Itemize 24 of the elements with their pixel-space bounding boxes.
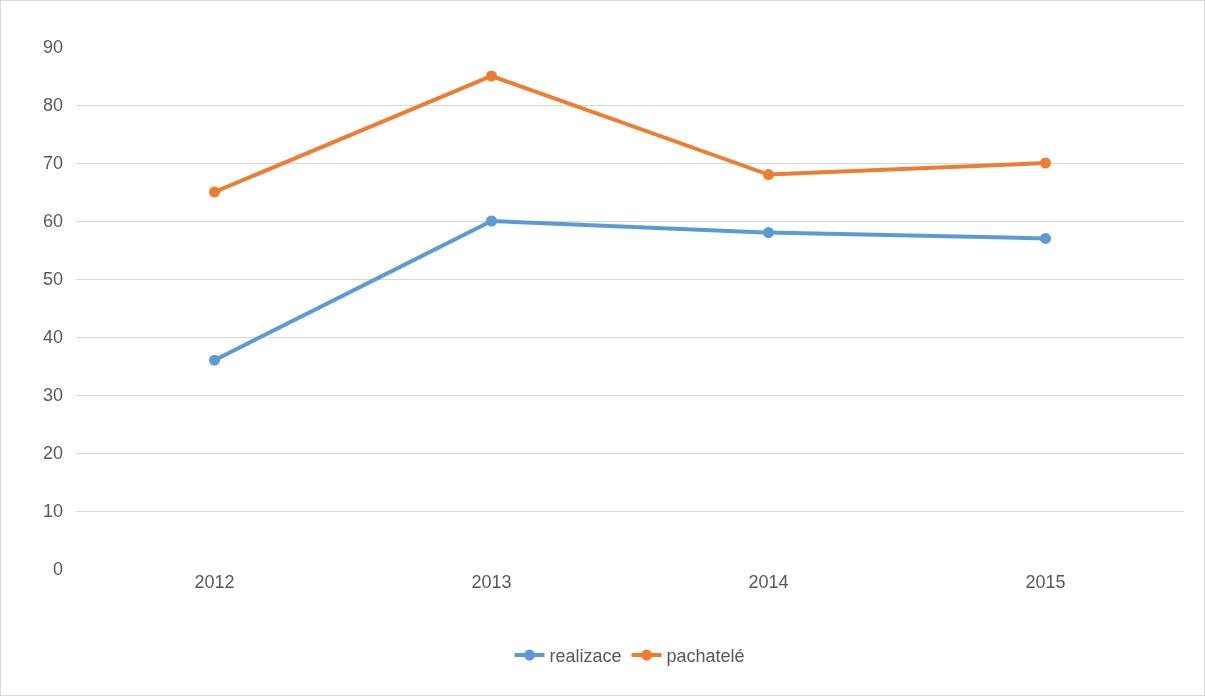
- point: [763, 227, 774, 239]
- y-tick-label: 10: [42, 501, 63, 522]
- x-tick-label: 2015: [1025, 572, 1066, 592]
- legend-label: realizace: [549, 646, 622, 667]
- point: [209, 186, 220, 198]
- y-tick-label: 90: [42, 37, 63, 58]
- y-tick-label: 50: [42, 269, 63, 290]
- x-tick-label: 2014: [748, 572, 789, 592]
- y-tick-label: 30: [42, 385, 63, 406]
- legend-label: pachatelé: [666, 646, 745, 667]
- point: [209, 354, 220, 366]
- y-tick-label: 70: [42, 153, 63, 174]
- point: [486, 70, 497, 82]
- point: [486, 215, 497, 227]
- y-tick-label: 60: [42, 211, 63, 232]
- point: [763, 169, 774, 181]
- point: [1040, 157, 1051, 169]
- x-tick-label: 2013: [471, 572, 512, 592]
- y-tick-label: 0: [52, 559, 63, 580]
- y-tick-label: 40: [42, 327, 63, 348]
- y-tick-label: 20: [42, 443, 63, 464]
- point: [1040, 232, 1051, 244]
- x-tick-label: 2012: [194, 572, 235, 592]
- y-tick-label: 80: [42, 95, 63, 116]
